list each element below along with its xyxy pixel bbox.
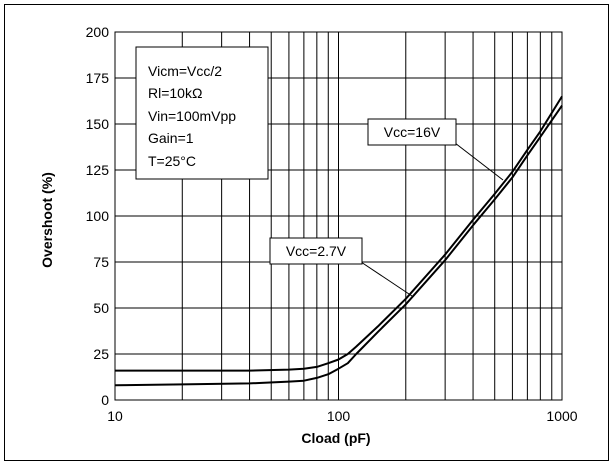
callout-vcc27-leader	[360, 261, 413, 297]
x-tick-label: 10	[107, 408, 123, 424]
chart-frame	[4, 4, 609, 461]
condition-line: Rl=10kΩ	[148, 85, 202, 101]
y-tick-label: 125	[86, 162, 110, 178]
y-tick-label: 150	[86, 116, 110, 132]
x-tick-label: 1000	[546, 408, 577, 424]
condition-line: Gain=1	[148, 130, 194, 146]
condition-line: Vin=100mVpp	[148, 108, 236, 124]
condition-line: Vicm=Vcc/2	[148, 63, 222, 79]
y-tick-label: 75	[93, 254, 109, 270]
callout-vcc27-box	[269, 237, 363, 265]
conditions-box-frame	[135, 46, 269, 180]
y-tick-label: 0	[101, 392, 109, 408]
y-tick-label: 200	[86, 24, 110, 40]
y-tick-label: 50	[93, 300, 109, 316]
x-tick-label: 100	[327, 408, 351, 424]
conditions-box: Vicm=Vcc/2 Rl=10kΩ Vin=100mVpp Gain=1 T=…	[135, 46, 269, 180]
tick-labels: 0 25 50 75 100 125 150 175 200 10 100 1000	[86, 24, 578, 424]
callout-vcc16-box	[367, 118, 457, 146]
callout-vcc16: Vcc=16V	[367, 118, 504, 181]
grid	[115, 32, 562, 400]
callout-vcc16-leader	[454, 142, 504, 181]
plot-border	[114, 31, 563, 401]
y-tick-label: 25	[93, 346, 109, 362]
series-line-vcc-2-7v	[114, 105, 563, 387]
series-line-vcc-16v	[115, 95, 563, 372]
x-axis-title: Cload (pF)	[301, 430, 370, 446]
condition-line: T=25°C	[148, 153, 196, 169]
y-tick-label: 175	[86, 70, 110, 86]
series-group	[114, 95, 563, 387]
y-axis-title: Overshoot (%)	[39, 172, 55, 268]
callout-vcc16-label: Vcc=16V	[384, 124, 441, 140]
callout-vcc27: Vcc=2.7V	[269, 237, 413, 297]
callout-vcc27-label: Vcc=2.7V	[286, 243, 347, 259]
y-tick-label: 100	[86, 208, 110, 224]
